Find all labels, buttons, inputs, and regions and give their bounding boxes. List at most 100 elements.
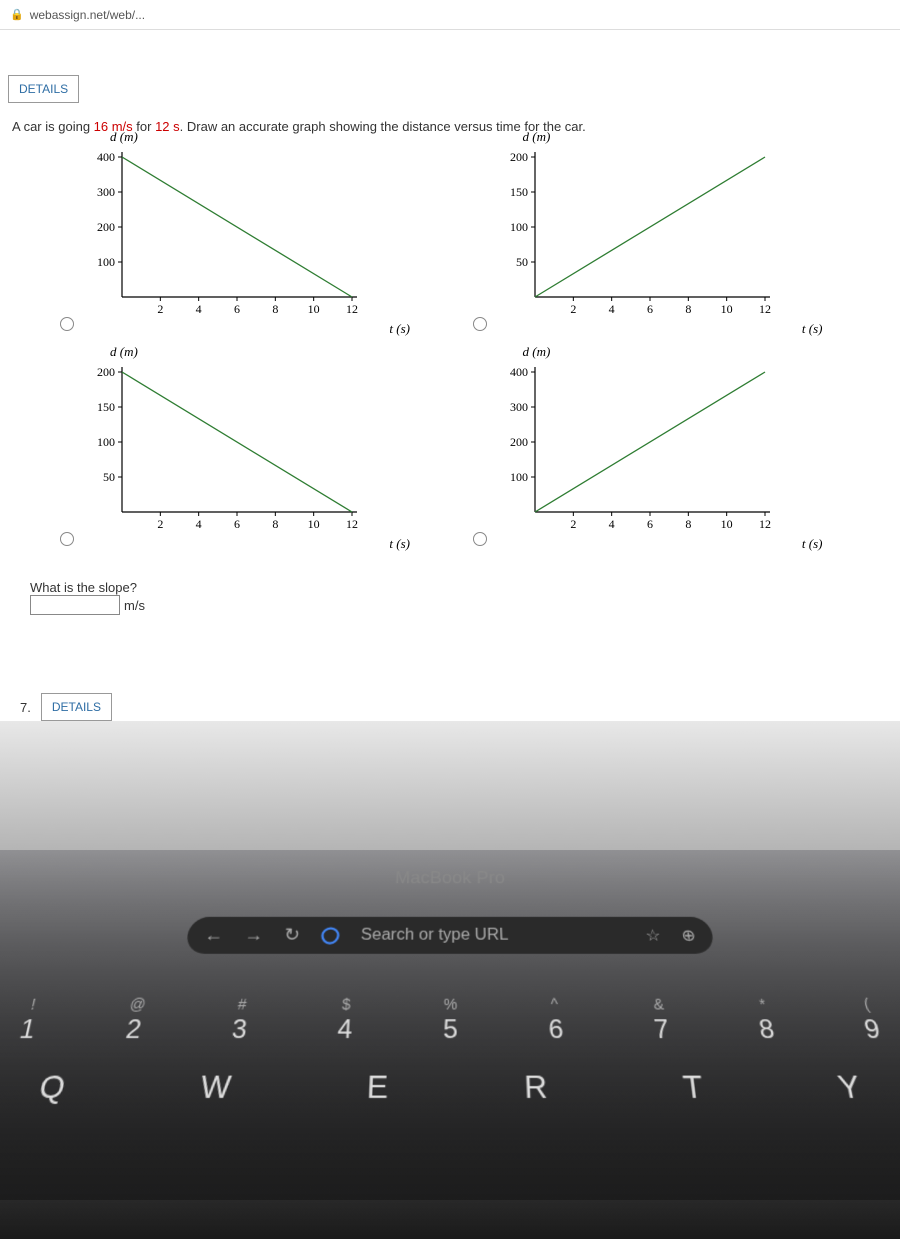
key-2: @2 [123, 996, 147, 1046]
svg-text:10: 10 [720, 302, 732, 316]
key-1: !1 [17, 996, 43, 1046]
chart-3: d (m)t (s)10020030040024681012 [495, 362, 795, 562]
x-axis-label: t (s) [389, 321, 410, 337]
key-E: E [366, 1069, 389, 1107]
svg-text:300: 300 [97, 185, 115, 199]
svg-text:50: 50 [516, 255, 528, 269]
browser-address-bar[interactable]: 🔒 webassign.net/web/... [0, 0, 900, 30]
x-axis-label: t (s) [389, 536, 410, 552]
chart-option-0: d (m)t (s)10020030040024681012 [60, 147, 458, 347]
svg-text:200: 200 [97, 220, 115, 234]
chart-radio-3[interactable] [473, 532, 487, 546]
page-content: DETAILS A car is going 16 m/s for 12 s. … [0, 30, 900, 721]
chart-svg: 50 100 150 200 2 4 6 8 10 12 [495, 147, 795, 342]
chart-option-1: d (m)t (s)5010015020024681012 [473, 147, 871, 347]
key-9: (9 [857, 996, 883, 1046]
svg-text:150: 150 [97, 400, 115, 414]
reflected-search-bar: ← → ↻ Search or type URL ☆ ⊕ [185, 917, 715, 954]
svg-text:2: 2 [157, 517, 163, 531]
svg-text:4: 4 [608, 302, 614, 316]
svg-text:100: 100 [97, 255, 115, 269]
key-6: ^6 [547, 996, 565, 1046]
key-7: &7 [650, 996, 670, 1046]
chart-0: d (m)t (s)10020030040024681012 [82, 147, 382, 347]
svg-text:200: 200 [510, 150, 528, 164]
svg-text:300: 300 [510, 400, 528, 414]
question-7: 7. DETAILS [0, 693, 900, 721]
google-icon [320, 926, 340, 944]
svg-text:10: 10 [308, 302, 320, 316]
chart-svg: 10020030040024681012 [495, 362, 795, 557]
x-axis-label: t (s) [802, 536, 823, 552]
slope-label: What is the slope? [30, 580, 145, 595]
svg-text:4: 4 [196, 517, 202, 531]
svg-text:10: 10 [720, 517, 732, 531]
y-axis-label: d (m) [523, 129, 551, 145]
chart-svg: 50 100 150 200 2 4 6 8 10 12 [82, 362, 382, 557]
key-3: #3 [230, 996, 250, 1046]
svg-text:150: 150 [510, 185, 528, 199]
svg-text:100: 100 [510, 220, 528, 234]
svg-text:50: 50 [103, 470, 115, 484]
y-axis-label: d (m) [110, 129, 138, 145]
chart-radio-2[interactable] [60, 532, 74, 546]
slope-question: What is the slope? m/s [0, 572, 900, 623]
chart-2: d (m)t (s)5010015020024681012 [82, 362, 382, 562]
keyboard-number-row: !1 @2 #3 $4 %5 ^6&7 *8 (9 [0, 985, 900, 1057]
key-T: T [681, 1069, 705, 1107]
svg-text:2: 2 [570, 302, 576, 316]
lock-icon: 🔒 [10, 8, 24, 21]
question-number: 7. [20, 700, 31, 715]
svg-text:2: 2 [570, 517, 576, 531]
y-axis-label: d (m) [523, 344, 551, 360]
slope-input[interactable] [30, 595, 120, 615]
macbook-label: MacBook Pro [0, 850, 900, 888]
svg-text:12: 12 [346, 517, 358, 531]
details-button[interactable]: DETAILS [8, 75, 79, 103]
key-R: R [523, 1069, 548, 1107]
svg-text:12: 12 [346, 302, 358, 316]
star-icon: ☆ [644, 925, 661, 945]
key-Y: Y [835, 1069, 864, 1107]
key-5: %5 [443, 996, 458, 1046]
svg-text:8: 8 [272, 302, 278, 316]
search-placeholder: Search or type URL [360, 926, 508, 944]
chart-svg: 10020030040024681012 [82, 147, 382, 342]
chart-option-3: d (m)t (s)10020030040024681012 [473, 362, 871, 562]
svg-text:4: 4 [196, 302, 202, 316]
svg-text:8: 8 [685, 517, 691, 531]
chart-1: d (m)t (s)5010015020024681012 [495, 147, 795, 347]
svg-text:6: 6 [234, 302, 240, 316]
svg-text:10: 10 [308, 517, 320, 531]
svg-text:400: 400 [510, 365, 528, 379]
refresh-icon: ↻ [283, 925, 301, 946]
svg-text:100: 100 [510, 470, 528, 484]
keyboard-letter-row: QWERTY [0, 1057, 900, 1118]
key-W: W [198, 1069, 233, 1107]
key-4: $4 [337, 996, 354, 1046]
plus-icon: ⊕ [680, 925, 697, 945]
svg-text:8: 8 [272, 517, 278, 531]
svg-text:6: 6 [234, 517, 240, 531]
x-axis-label: t (s) [802, 321, 823, 337]
svg-text:4: 4 [608, 517, 614, 531]
charts-grid: d (m) t (s) 100 200 300 400 2 4 6 8 10 12 d (m) t (s)… [0, 142, 900, 572]
details-button-7[interactable]: DETAILS [41, 693, 112, 721]
key-8: *8 [754, 996, 777, 1046]
back-icon: ← [203, 925, 225, 946]
svg-text:6: 6 [647, 517, 653, 531]
svg-text:200: 200 [97, 365, 115, 379]
laptop-reflection: MacBook Pro ← → ↻ Search or type URL ☆ ⊕… [0, 850, 900, 1239]
svg-text:8: 8 [685, 302, 691, 316]
svg-text:12: 12 [759, 302, 771, 316]
svg-text:200: 200 [510, 435, 528, 449]
chart-option-2: d (m)t (s)5010015020024681012 [60, 362, 458, 562]
chart-radio-1[interactable] [473, 317, 487, 331]
svg-text:2: 2 [157, 302, 163, 316]
svg-text:100: 100 [97, 435, 115, 449]
forward-icon: → [243, 925, 264, 946]
y-axis-label: d (m) [110, 344, 138, 360]
svg-text:6: 6 [647, 302, 653, 316]
key-Q: Q [36, 1069, 68, 1107]
chart-radio-0[interactable] [60, 317, 74, 331]
